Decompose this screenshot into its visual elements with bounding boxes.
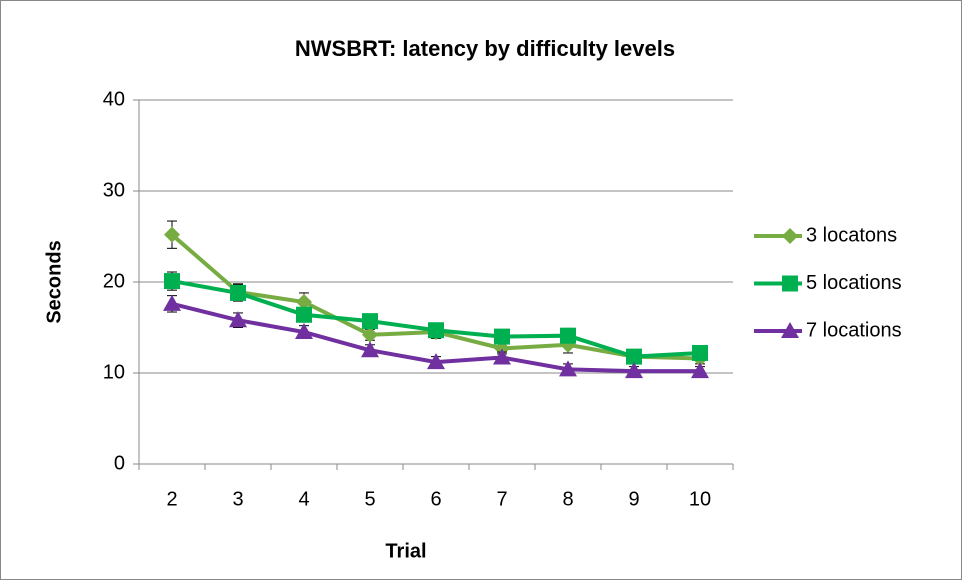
y-tick-label: 20 — [103, 270, 125, 292]
x-tick-label: 8 — [562, 488, 573, 510]
marker — [626, 348, 642, 365]
x-axis-label: Trial — [385, 540, 426, 562]
legend-label: 7 locations — [806, 319, 902, 341]
x-tick-label: 6 — [430, 488, 441, 510]
y-tick-label: 0 — [114, 452, 125, 474]
marker — [493, 348, 511, 365]
x-tick-label: 7 — [496, 488, 507, 510]
marker — [692, 344, 708, 361]
marker — [362, 313, 378, 330]
y-tick-label: 30 — [103, 179, 125, 201]
marker — [164, 273, 180, 290]
x-tick-label: 9 — [628, 488, 639, 510]
x-tick-label: 10 — [689, 488, 711, 510]
marker — [494, 328, 510, 345]
marker — [625, 362, 643, 379]
marker — [296, 294, 312, 311]
legend-label: 5 locations — [806, 272, 902, 294]
marker — [362, 326, 378, 343]
marker — [164, 226, 180, 243]
y-axis-label: Seconds — [43, 240, 65, 323]
marker — [296, 306, 312, 323]
marker — [295, 323, 313, 340]
marker — [230, 284, 246, 301]
marker — [427, 353, 445, 370]
y-tick-label: 10 — [103, 361, 125, 383]
marker — [559, 360, 577, 377]
legend-marker — [781, 322, 799, 338]
x-tick-label: 4 — [298, 488, 309, 510]
marker — [163, 294, 181, 311]
marker — [560, 327, 576, 344]
x-tick-label: 2 — [166, 488, 177, 510]
x-tick-label: 5 — [364, 488, 375, 510]
marker — [229, 311, 247, 328]
chart-title: NWSBRT: latency by difficulty levels — [295, 36, 675, 61]
legend-label: 3 locatons — [806, 224, 897, 246]
marker — [428, 322, 444, 339]
legend-marker — [782, 275, 798, 292]
legend-marker — [782, 228, 798, 244]
marker — [361, 341, 379, 358]
y-tick-label: 40 — [103, 88, 125, 110]
marker — [691, 362, 709, 379]
x-tick-label: 3 — [232, 488, 243, 510]
